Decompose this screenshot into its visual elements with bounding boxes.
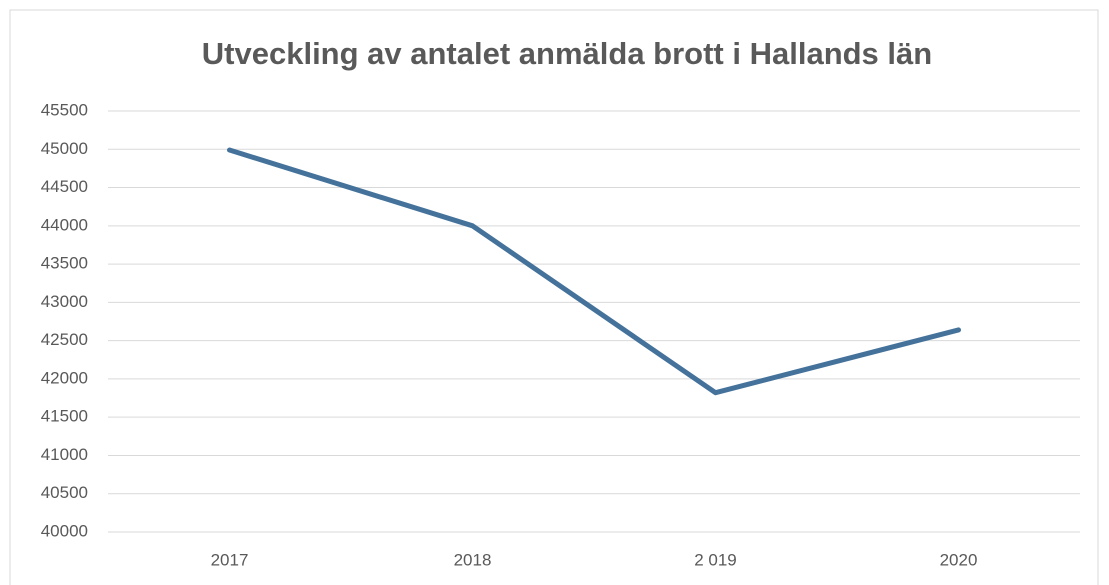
y-tick-label: 43000 bbox=[41, 292, 88, 311]
chart-title: Utveckling av antalet anmälda brott i Ha… bbox=[202, 36, 932, 71]
y-tick-label: 41000 bbox=[41, 445, 88, 464]
y-tick-label: 44500 bbox=[41, 177, 88, 196]
x-tick-label: 2 019 bbox=[694, 550, 737, 569]
x-tick-label: 2018 bbox=[454, 550, 492, 569]
y-tick-label: 44000 bbox=[41, 215, 88, 234]
y-tick-label: 45000 bbox=[41, 139, 88, 158]
chart-frame bbox=[9, 9, 1099, 585]
y-tick-label: 40000 bbox=[41, 521, 88, 540]
x-tick-label: 2020 bbox=[940, 550, 978, 569]
data-line bbox=[227, 147, 961, 396]
y-tick-label: 41500 bbox=[41, 407, 88, 426]
y-tick-label: 42500 bbox=[41, 330, 88, 349]
y-tick-label: 42000 bbox=[41, 368, 88, 387]
y-tick-label: 45500 bbox=[41, 100, 88, 119]
x-tick-label: 2017 bbox=[211, 550, 249, 569]
y-tick-label: 40500 bbox=[41, 483, 88, 502]
y-tick-label: 43500 bbox=[41, 254, 88, 273]
